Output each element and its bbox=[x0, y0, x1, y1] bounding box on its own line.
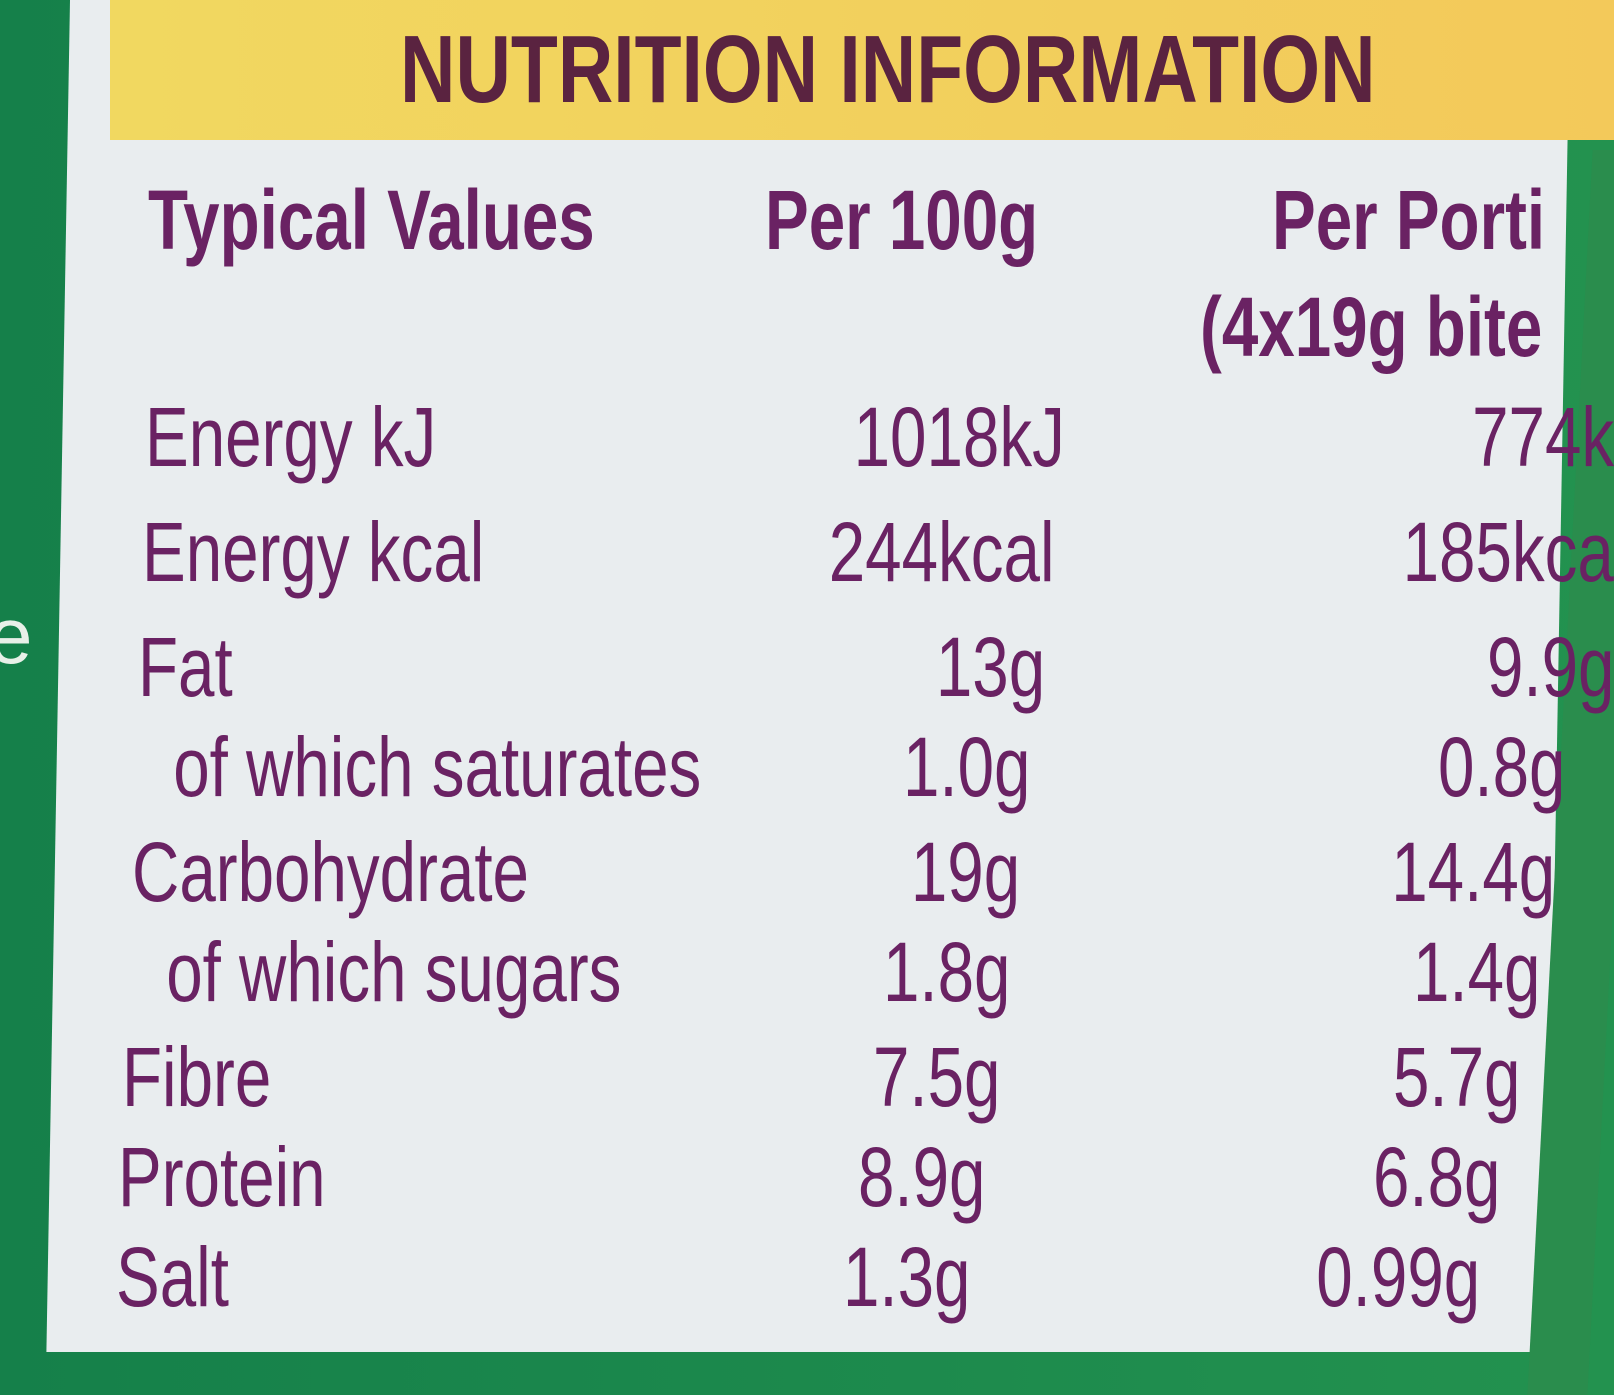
portion-note: (4x19g bite bbox=[1200, 280, 1543, 374]
nutrient-label: Energy kcal bbox=[142, 505, 485, 599]
nutrient-label: of which saturates bbox=[155, 720, 702, 814]
per-portion-value: 14.4g bbox=[1391, 825, 1555, 919]
per-portion-value: 0.99g bbox=[1316, 1230, 1480, 1324]
per-100g-value: 8.9g bbox=[857, 1130, 985, 1224]
per-100g-value: 7.5g bbox=[872, 1030, 1000, 1124]
per-100g-value: 1.3g bbox=[842, 1230, 970, 1324]
nutrient-label: Carbohydrate bbox=[132, 825, 529, 919]
per-portion-value: 9.9g bbox=[1486, 620, 1614, 714]
nutrient-label: of which sugars bbox=[148, 925, 622, 1019]
column-header: Per 100g bbox=[765, 173, 1039, 267]
nutrient-label: Fat bbox=[138, 620, 233, 714]
per-100g-value: 1018kJ bbox=[853, 390, 1065, 484]
nutrient-label: Fibre bbox=[122, 1030, 272, 1124]
per-portion-value: 6.8g bbox=[1372, 1130, 1500, 1224]
per-portion-value: 1.4g bbox=[1412, 925, 1540, 1019]
per-portion-value: 5.7g bbox=[1392, 1030, 1520, 1124]
per-100g-value: 244kcal bbox=[829, 505, 1055, 599]
margin-text: e bbox=[0, 591, 33, 680]
nutrient-label: Salt bbox=[116, 1230, 229, 1324]
title: NUTRITION INFORMATION bbox=[400, 16, 1376, 123]
title-band bbox=[110, 0, 1614, 140]
column-header: Per Porti bbox=[1272, 173, 1546, 267]
per-100g-value: 13g bbox=[935, 620, 1045, 714]
per-100g-value: 19g bbox=[910, 825, 1020, 919]
per-100g-value: 1.0g bbox=[902, 720, 1030, 814]
per-100g-value: 1.8g bbox=[882, 925, 1010, 1019]
per-portion-value: 774k bbox=[1471, 390, 1614, 484]
column-header: Typical Values bbox=[148, 173, 595, 267]
nutrient-label: Protein bbox=[118, 1130, 326, 1224]
per-portion-value: 185kca bbox=[1402, 505, 1614, 599]
nutrient-label: Energy kJ bbox=[145, 390, 437, 484]
per-portion-value: 0.8g bbox=[1437, 720, 1565, 814]
